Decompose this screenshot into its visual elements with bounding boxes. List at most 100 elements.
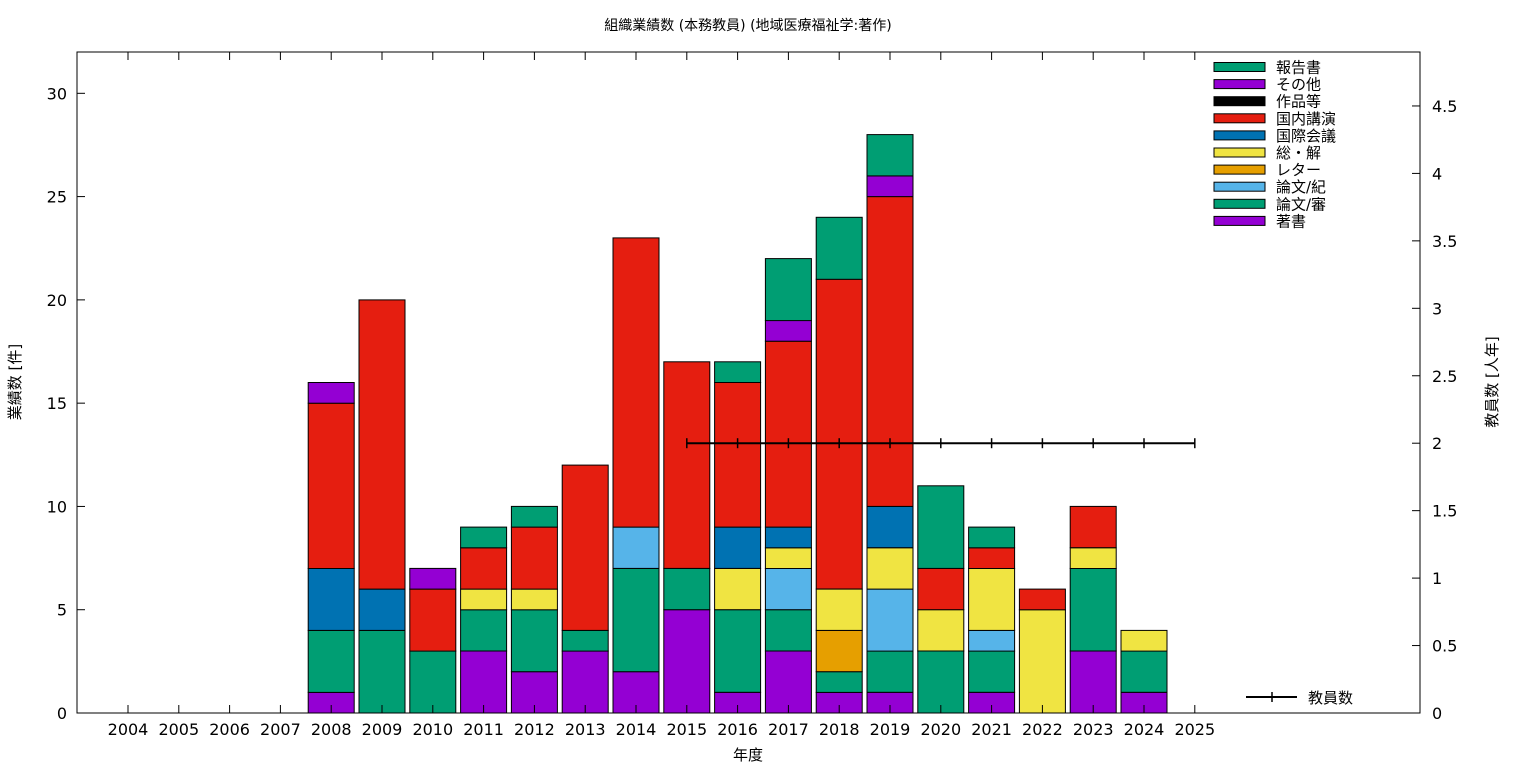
bar-segment-2010-s8 <box>409 567 457 590</box>
legend-swatch-s8 <box>1213 79 1266 90</box>
x-tick-label: 2013 <box>565 720 606 739</box>
x-tick-label: 2008 <box>311 720 352 739</box>
x-tick-label: 2014 <box>616 720 657 739</box>
bar-segment-2014-s1 <box>612 567 660 673</box>
y2-tick-label: 4.5 <box>1432 97 1457 116</box>
y-tick-label: 0 <box>57 704 67 723</box>
bar-segment-2022-s6 <box>1018 588 1066 611</box>
x-tick-label: 2004 <box>108 720 149 739</box>
y2-tick-label: 1 <box>1432 569 1442 588</box>
bar-segment-2017-s2 <box>764 567 812 611</box>
bar-segment-2009-s1 <box>358 629 406 714</box>
bar-segment-2019-s8 <box>866 175 914 198</box>
bar-segment-2011-s6 <box>460 547 508 590</box>
bar-segment-2022-s4 <box>1018 609 1066 714</box>
bar-segment-2009-s5 <box>358 588 406 631</box>
x-tick-label: 2019 <box>870 720 911 739</box>
y2-tick-label: 0.5 <box>1432 637 1457 656</box>
bar-segment-2021-s2 <box>968 629 1016 652</box>
bar-segment-2008-s6 <box>307 402 355 570</box>
bar-segment-2010-s6 <box>409 588 457 652</box>
y-axis-title: 業績数 [件] <box>6 344 24 420</box>
bar-segment-2017-s4 <box>764 547 812 569</box>
x-tick-label: 2015 <box>666 720 707 739</box>
bar-segment-2024-s4 <box>1120 629 1168 652</box>
bar-segment-2013-s6 <box>561 464 609 631</box>
legend-swatch-s5 <box>1213 130 1266 141</box>
x-tick-label: 2024 <box>1124 720 1165 739</box>
faculty-line-layer <box>686 438 1196 449</box>
bar-segment-2016-s9 <box>714 361 762 383</box>
bar-segment-2012-s4 <box>510 588 558 611</box>
bar-segment-2017-s8 <box>764 320 812 342</box>
x-tick-label: 2023 <box>1073 720 1114 739</box>
legend-swatch-s2 <box>1213 181 1266 192</box>
plot-frame <box>76 51 1421 714</box>
x-tick-label: 2007 <box>260 720 301 739</box>
bar-segment-2016-s6 <box>714 382 762 528</box>
bar-segment-2010-s1 <box>409 650 457 714</box>
bar-segment-2019-s6 <box>866 196 914 507</box>
y2-tick-label: 2.5 <box>1432 367 1457 386</box>
x-tick-label: 2018 <box>819 720 860 739</box>
legend-swatch-s0 <box>1213 215 1266 226</box>
bar-segment-2012-s9 <box>510 505 558 528</box>
x-tick-label: 2025 <box>1174 720 1215 739</box>
bar-segment-2019-s9 <box>866 134 914 177</box>
bar-segment-2021-s9 <box>968 526 1016 549</box>
x-tick-label: 2016 <box>717 720 758 739</box>
legend-label-s0: 著書 <box>1276 212 1306 230</box>
bar-segment-2015-s0 <box>663 609 711 714</box>
y-tick-label: 10 <box>47 497 67 516</box>
bar-segment-2019-s5 <box>866 505 914 549</box>
y-tick-label: 5 <box>57 601 67 620</box>
bar-segment-2013-s0 <box>561 650 609 714</box>
bar-segment-2008-s5 <box>307 567 355 631</box>
y-tick-label: 20 <box>47 291 67 310</box>
bar-segment-2023-s0 <box>1069 650 1117 714</box>
bar-segment-2016-s1 <box>714 609 762 693</box>
y-tick-label: 15 <box>47 394 67 413</box>
bar-segment-2012-s1 <box>510 609 558 673</box>
x-tick-label: 2009 <box>362 720 403 739</box>
x-tick-label: 2006 <box>209 720 250 739</box>
legend-swatch-s9 <box>1213 62 1266 72</box>
bar-segment-2017-s1 <box>764 609 812 652</box>
legend-label-s3: レター <box>1276 161 1321 179</box>
bar-segment-2018-s4 <box>815 588 863 631</box>
bar-segment-2017-s6 <box>764 340 812 528</box>
y-tick-label: 25 <box>47 188 67 207</box>
legend-label-s4: 総・解 <box>1276 144 1321 162</box>
chart-title: 組織業績数 (本務教員) (地域医療福祉学:著作) <box>604 17 891 34</box>
legend-label-s5: 国際会議 <box>1276 127 1336 145</box>
x-tick-label: 2022 <box>1022 720 1063 739</box>
bar-segment-2008-s8 <box>307 382 355 404</box>
bar-segment-2017-s0 <box>764 650 812 714</box>
bar-segment-2021-s4 <box>968 567 1016 631</box>
bar-segment-2019-s2 <box>866 588 914 652</box>
bar-segment-2016-s4 <box>714 567 762 611</box>
bar-segment-2023-s1 <box>1069 567 1117 652</box>
legend-label-line: 教員数 <box>1308 689 1353 707</box>
bar-segment-2011-s9 <box>460 526 508 549</box>
bar-segment-2018-s9 <box>815 216 863 280</box>
y2-tick-label: 1.5 <box>1432 502 1457 521</box>
bar-segment-2011-s1 <box>460 609 508 652</box>
x-tick-label: 2021 <box>971 720 1012 739</box>
x-tick-label: 2012 <box>514 720 555 739</box>
x-tick-label: 2020 <box>920 720 961 739</box>
bar-segment-2019-s1 <box>866 650 914 693</box>
bar-segment-2013-s1 <box>561 629 609 652</box>
y2-tick-label: 0 <box>1432 704 1442 723</box>
x-tick-label: 2010 <box>412 720 453 739</box>
bar-segment-2015-s6 <box>663 361 711 569</box>
bar-segment-2017-s9 <box>764 258 812 322</box>
x-tick-label: 2011 <box>463 720 504 739</box>
bar-segment-2018-s3 <box>815 629 863 673</box>
legend-label-s6: 国内講演 <box>1276 110 1336 128</box>
y2-tick-label: 2 <box>1432 434 1442 453</box>
bar-segment-2011-s0 <box>460 650 508 714</box>
legend-swatch-s1 <box>1213 198 1266 209</box>
